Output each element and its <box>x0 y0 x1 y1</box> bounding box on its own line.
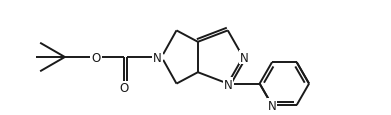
Text: N: N <box>153 51 162 64</box>
Text: O: O <box>91 51 100 64</box>
Text: N: N <box>223 78 232 91</box>
Text: N: N <box>240 51 249 64</box>
Text: N: N <box>267 99 276 112</box>
Text: O: O <box>120 82 129 95</box>
